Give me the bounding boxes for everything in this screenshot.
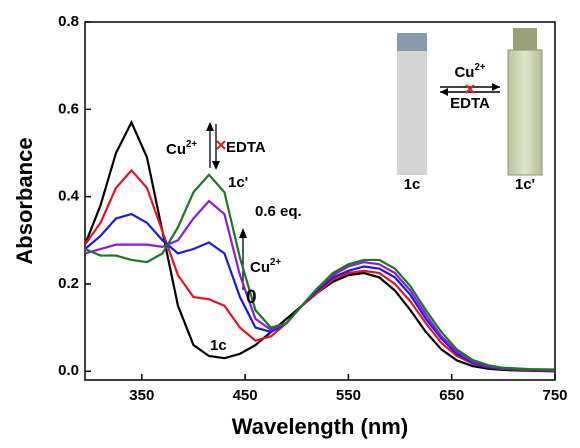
x-tick-label: 450: [233, 387, 258, 404]
annotation-sup: 2+: [474, 62, 485, 73]
annotation: Cu2+: [454, 62, 485, 81]
x-tick-label: 550: [336, 387, 361, 404]
annotation-text: Cu: [454, 64, 474, 81]
arrow-head: [212, 161, 220, 170]
annotation: 0.6 eq.: [255, 203, 302, 220]
annotation: 1c: [404, 176, 421, 193]
annotation-sup: 2+: [186, 139, 197, 150]
x-tick-label: 750: [542, 387, 567, 404]
cross: [465, 84, 475, 94]
spectrum-line: [84, 212, 556, 372]
y-axis-label: Absorbance: [12, 137, 37, 264]
annotation: 1c': [228, 174, 248, 191]
annotation: 0: [246, 287, 257, 308]
annotation: 1c': [515, 176, 535, 193]
y-tick-label: 0.8: [58, 13, 79, 30]
x-tick-label: 650: [439, 387, 464, 404]
cross: [216, 140, 226, 150]
arrow-head: [492, 83, 500, 91]
x-axis-label: Wavelength (nm): [232, 414, 408, 439]
cuvette-1c-prime: [507, 49, 543, 176]
cuvette-1c: [397, 51, 427, 175]
inset: [397, 28, 543, 176]
annotation-text: Cu: [250, 259, 270, 276]
y-tick-label: 0.6: [58, 100, 79, 117]
plot-frame: [84, 21, 556, 381]
y-tick-label: 0.4: [58, 188, 80, 205]
cuvette-cap: [397, 33, 427, 51]
cuvette-cap: [513, 28, 537, 50]
annotation: Cu2+: [250, 257, 281, 276]
spectrum-line: [84, 173, 556, 371]
annotation: EDTA: [450, 95, 490, 112]
y-tick-label: 0.0: [58, 362, 79, 379]
arrow-head: [239, 228, 247, 238]
annotation: 1c: [210, 337, 227, 354]
annotation-sup: 2+: [270, 257, 281, 268]
arrow-head: [206, 122, 214, 131]
annotation-text: Cu: [166, 141, 186, 158]
x-tick-label: 350: [129, 387, 154, 404]
annotation: Cu2+: [166, 139, 197, 158]
arrow-head: [440, 88, 448, 96]
annotation: EDTA: [226, 139, 266, 156]
y-tick-label: 0.2: [58, 275, 79, 292]
